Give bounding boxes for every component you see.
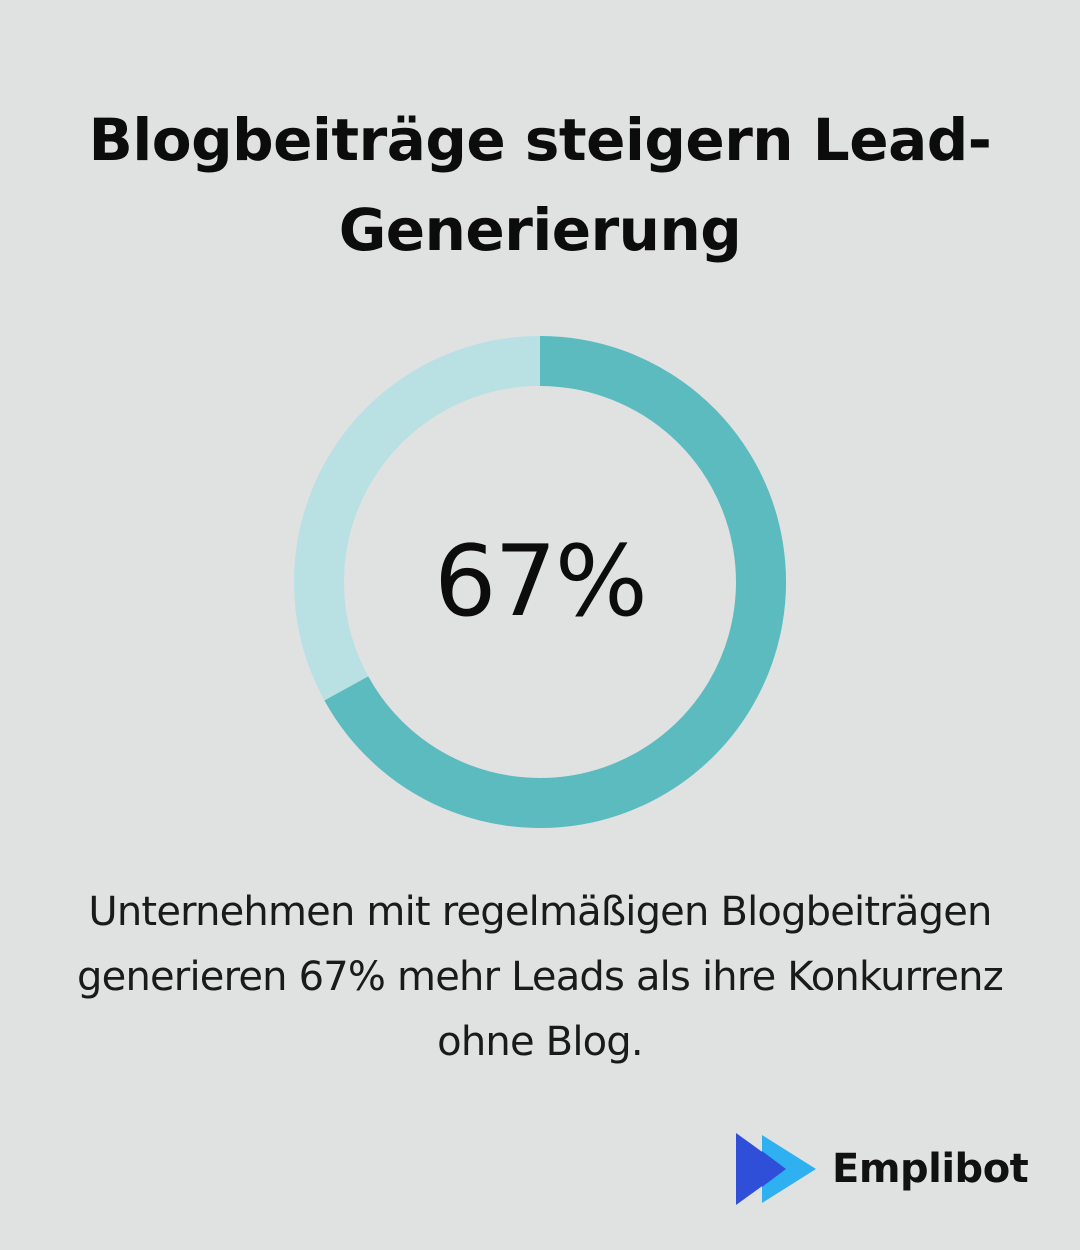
logo-back-triangle (736, 1133, 786, 1205)
donut-center-value: 67% (434, 525, 648, 639)
caption-text: Unternehmen mit regelmäßigen Blogbeiträg… (77, 889, 1004, 1065)
donut-value-arc (324, 336, 786, 828)
brand-name: Emplibot (832, 1146, 1029, 1192)
logo-front-triangle (762, 1135, 816, 1203)
play-arrow-logo-icon (736, 1133, 816, 1205)
page-title: Blogbeiträge steigern Lead-Generierung (88, 106, 992, 264)
brand: Emplibot (736, 1133, 1029, 1205)
donut-chart: 67% (290, 332, 790, 832)
donut-svg (294, 336, 786, 828)
logo-overlap-triangle (762, 1151, 786, 1187)
